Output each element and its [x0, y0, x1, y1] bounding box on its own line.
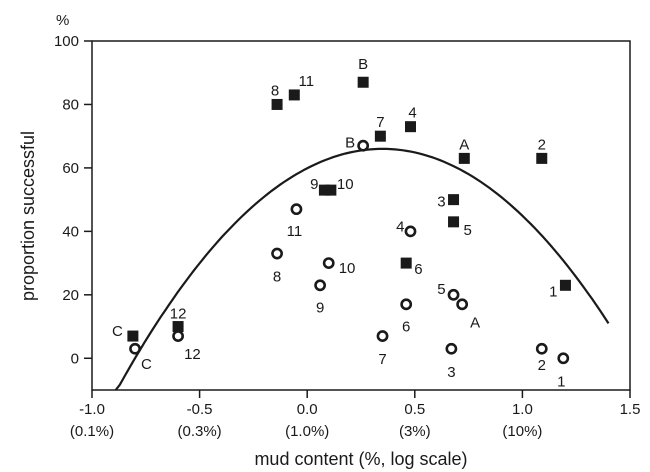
point-label: 12: [170, 306, 187, 323]
x-axis-title: mud content (%, log scale): [254, 449, 467, 469]
x-tick-sublabel: (1.0%): [285, 423, 329, 440]
square-point: [536, 152, 548, 164]
square-point: [458, 152, 470, 164]
square-point: [271, 98, 283, 110]
point-label: 5: [464, 222, 472, 239]
square-point: [288, 89, 300, 101]
circle-point: [447, 288, 460, 301]
point-label: C: [112, 323, 123, 340]
point-label: 2: [538, 357, 546, 374]
y-unit-label: %: [56, 12, 69, 29]
circle-point: [376, 330, 389, 342]
point-label: 11: [287, 223, 303, 240]
x-tick-label: 0.0: [297, 401, 318, 418]
circle-point: [271, 247, 283, 260]
point-label: B: [345, 135, 355, 152]
circle-point: [535, 342, 548, 355]
circle-point: [322, 257, 335, 269]
square-point: [172, 321, 184, 333]
y-tick-label: 40: [62, 223, 79, 240]
point-label: 6: [414, 261, 422, 278]
point-label: A: [470, 314, 480, 331]
x-tick-sublabel: (0.3%): [178, 423, 222, 440]
square-point: [357, 76, 369, 88]
point-label: 7: [376, 114, 384, 131]
plot-area: [91, 40, 631, 391]
x-tick-sublabel: (3%): [399, 423, 431, 440]
circle-point: [290, 203, 303, 216]
x-tick-sublabel: (10%): [502, 423, 542, 440]
point-label: 7: [378, 351, 386, 368]
point-label: 9: [316, 299, 324, 316]
point-label: A: [459, 136, 469, 153]
circle-point: [400, 298, 413, 311]
square-point: [318, 184, 330, 196]
x-tick-sublabel: (0.1%): [70, 423, 114, 440]
y-tick-label: 20: [62, 287, 79, 304]
square-point: [325, 184, 337, 196]
y-axis-title: proportion successful: [18, 131, 38, 301]
square-point: [559, 279, 571, 291]
y-tick-label: 60: [62, 160, 79, 177]
square-point: [127, 330, 139, 342]
square-point: [374, 130, 386, 142]
point-label: 1: [557, 373, 565, 390]
circle-point: [314, 279, 327, 292]
x-tick-label: 0.5: [404, 401, 425, 418]
circle-point: [456, 298, 469, 311]
point-label: 9: [310, 176, 318, 193]
point-label: 6: [402, 318, 410, 335]
point-label: 1: [549, 283, 557, 300]
point-label: 8: [273, 269, 281, 286]
point-label: 10: [339, 260, 356, 277]
point-label: 8: [271, 82, 279, 99]
y-tick-label: 80: [62, 96, 79, 113]
point-label: 5: [437, 281, 445, 298]
point-label: 4: [408, 105, 416, 122]
circle-point: [404, 225, 417, 238]
circle-point: [357, 139, 370, 152]
square-point: [404, 121, 416, 133]
point-label: C: [141, 356, 152, 373]
square-point: [448, 216, 460, 228]
point-label: 2: [538, 136, 546, 153]
point-label: B: [358, 56, 368, 73]
circle-point: [172, 330, 184, 342]
square-point: [448, 194, 460, 206]
point-label: 3: [447, 364, 455, 381]
point-label: 11: [298, 73, 314, 90]
circle-point: [445, 342, 458, 355]
x-tick-label: 1.0: [512, 401, 533, 418]
circle-point: [557, 352, 570, 365]
circle-point: [129, 342, 141, 355]
point-label: 4: [396, 218, 404, 235]
x-tick-label: 1.5: [620, 401, 641, 418]
axes: -1.0 (0.1%) -0.5 (0.3%) 0.0 (1.0%) 0.5 (3%) 1.0 (…: [54, 33, 640, 440]
point-label: 10: [337, 176, 354, 193]
x-tick-label: -1.0: [79, 401, 105, 418]
y-tick-label: 0: [71, 350, 79, 367]
point-label: 12: [184, 346, 201, 363]
x-tick-label: -0.5: [187, 401, 213, 418]
point-label: 3: [437, 194, 445, 211]
y-tick-label: 100: [54, 33, 79, 50]
square-point: [400, 257, 412, 269]
